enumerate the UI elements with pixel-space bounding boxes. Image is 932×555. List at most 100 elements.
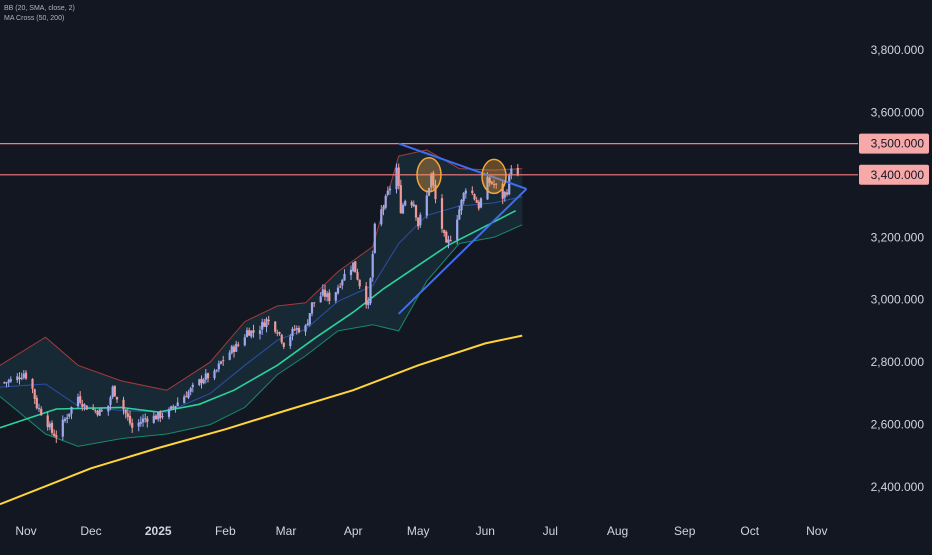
candle-body xyxy=(3,382,6,384)
price-tag-box xyxy=(859,164,929,185)
candle-body xyxy=(96,410,99,415)
candle-body xyxy=(61,419,64,437)
candle-body xyxy=(22,373,25,378)
candle-body xyxy=(425,195,428,216)
candle-body xyxy=(373,223,376,253)
candle-body xyxy=(417,217,420,227)
candle-body xyxy=(235,343,238,352)
candle-body xyxy=(228,352,231,360)
time-tick-label: Apr xyxy=(344,524,363,538)
candle-body xyxy=(382,206,385,211)
price-tick-label: 3,800.000 xyxy=(871,43,925,57)
candle-body xyxy=(237,344,240,346)
candle-body xyxy=(490,181,493,184)
candle-body xyxy=(505,192,509,195)
candle-body xyxy=(66,417,69,420)
candle-body xyxy=(55,435,58,438)
candle-body xyxy=(200,378,203,383)
price-tick-label: 3,600.000 xyxy=(871,105,925,119)
candle-body xyxy=(434,184,437,200)
candle-body xyxy=(100,410,103,412)
candle-body xyxy=(33,389,36,399)
candle-body xyxy=(261,321,264,330)
candle-body xyxy=(219,361,223,364)
candle-body xyxy=(319,296,322,303)
candle-body xyxy=(410,201,413,206)
candle-body xyxy=(404,201,407,206)
candle-body xyxy=(157,412,160,420)
candle-body xyxy=(501,183,504,199)
candle-body xyxy=(18,377,21,379)
candle-body xyxy=(115,396,119,400)
candle-body xyxy=(185,396,188,398)
candle-body xyxy=(339,286,342,288)
time-tick-label: Oct xyxy=(740,524,759,538)
candle-body xyxy=(349,269,353,276)
candle-body xyxy=(243,337,246,346)
candle-body xyxy=(92,408,95,410)
candle-body xyxy=(432,172,435,186)
candle-body xyxy=(126,413,129,417)
candle-body xyxy=(189,388,192,392)
candle-body xyxy=(475,200,478,203)
candle-body xyxy=(479,198,483,208)
candle-body xyxy=(488,177,491,183)
candle-body xyxy=(336,287,340,294)
candle-body xyxy=(154,415,158,420)
candle-body xyxy=(267,319,270,322)
candle-body xyxy=(399,185,402,214)
time-tick-label: Mar xyxy=(276,524,297,538)
candle-body xyxy=(456,219,459,240)
candle-body xyxy=(464,190,467,194)
ma-cross-indicator-label[interactable]: MA Cross (50, 200) xyxy=(4,15,65,22)
candle-body xyxy=(79,396,82,403)
candle-body xyxy=(321,289,324,296)
ma-200-line xyxy=(0,334,523,506)
time-tick-label: 2025 xyxy=(145,524,172,538)
candle-body xyxy=(401,204,405,214)
price-tick-label: 3,000.000 xyxy=(871,293,925,307)
bb-indicator-label[interactable]: BB (20, SMA, close, 2) xyxy=(4,5,75,12)
candle-body xyxy=(323,289,327,297)
price-tag: 3,500.000 xyxy=(859,133,929,154)
candle-body xyxy=(304,325,307,332)
candle-body xyxy=(276,332,279,334)
candle-body xyxy=(371,253,374,278)
circle-markers xyxy=(416,157,507,195)
time-tick-label: Sep xyxy=(674,524,696,538)
candle-body xyxy=(297,328,301,333)
candle-body xyxy=(161,416,164,418)
candle-body xyxy=(198,379,201,385)
candle-body xyxy=(213,370,216,379)
candle-body xyxy=(40,408,43,416)
candle-body xyxy=(146,418,149,422)
candle-body xyxy=(250,330,253,337)
candle-body xyxy=(358,279,361,287)
candle-body xyxy=(137,422,140,427)
candle-body xyxy=(397,167,400,186)
candle-body xyxy=(356,272,359,280)
candle-body xyxy=(215,370,218,371)
candle-body xyxy=(280,334,283,343)
candle-body xyxy=(495,183,498,185)
candle-body xyxy=(248,330,251,336)
candle-body xyxy=(263,322,266,327)
candle-body xyxy=(313,302,316,304)
candle-body xyxy=(113,385,116,397)
candle-body xyxy=(447,239,450,244)
candle-body xyxy=(131,422,134,428)
candle-body xyxy=(440,198,444,229)
candle-body xyxy=(172,406,175,408)
candle-body xyxy=(176,402,179,406)
candle-body xyxy=(503,192,506,198)
candle-body xyxy=(24,372,28,379)
candle-body xyxy=(384,195,387,208)
candle-body xyxy=(128,415,132,424)
price-tick-label: 2,600.000 xyxy=(871,418,925,432)
indicator-legend: BB (20, SMA, close, 2) MA Cross (50, 200… xyxy=(4,4,75,24)
candle-body xyxy=(7,380,10,383)
candle-body xyxy=(289,336,292,346)
candle-body xyxy=(462,193,465,202)
